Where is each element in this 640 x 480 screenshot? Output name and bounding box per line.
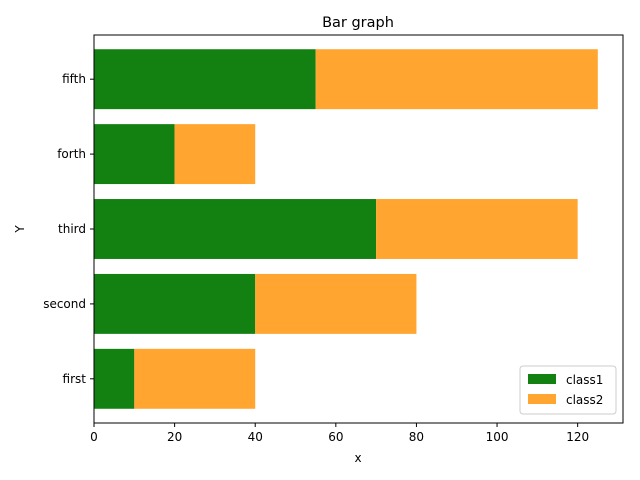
bar-class1-forth bbox=[94, 124, 175, 185]
bar-class2-fifth bbox=[315, 49, 598, 110]
legend-swatch-class1 bbox=[528, 374, 556, 384]
x-axis-ticks: 0 20 40 60 80 100 120 bbox=[90, 423, 589, 444]
bar-class2-first bbox=[134, 348, 256, 409]
y-tick-label-forth: forth bbox=[57, 147, 86, 161]
x-tick-label: 20 bbox=[167, 430, 182, 444]
x-tick-label: 60 bbox=[328, 430, 343, 444]
y-axis-label: Y bbox=[13, 225, 27, 234]
x-axis-label: x bbox=[354, 451, 361, 465]
y-axis-ticks: first second third forth fifth bbox=[43, 72, 94, 386]
bar-class2-third bbox=[376, 199, 578, 259]
bar-class1-fifth bbox=[94, 49, 316, 110]
x-tick-label: 120 bbox=[566, 430, 589, 444]
y-tick-label-first: first bbox=[63, 372, 87, 386]
bar-class2-second bbox=[255, 273, 417, 334]
y-tick-label-fifth: fifth bbox=[62, 72, 86, 86]
y-tick-label-third: third bbox=[58, 222, 86, 236]
legend-label-class1: class1 bbox=[566, 373, 603, 387]
legend: class1 class2 bbox=[519, 365, 617, 415]
bar-class2-forth bbox=[174, 124, 256, 185]
bar-class1-second bbox=[94, 273, 256, 334]
bars-group bbox=[94, 49, 598, 409]
bar-class1-first bbox=[94, 348, 135, 409]
bar-class1-third bbox=[94, 199, 377, 259]
x-tick-label: 0 bbox=[90, 430, 98, 444]
x-tick-label: 40 bbox=[248, 430, 263, 444]
x-tick-label: 80 bbox=[409, 430, 424, 444]
legend-label-class2: class2 bbox=[566, 393, 603, 407]
legend-swatch-class2 bbox=[528, 394, 556, 404]
chart-title: Bar graph bbox=[322, 15, 394, 31]
x-tick-label: 100 bbox=[486, 430, 509, 444]
y-tick-label-second: second bbox=[43, 297, 86, 311]
